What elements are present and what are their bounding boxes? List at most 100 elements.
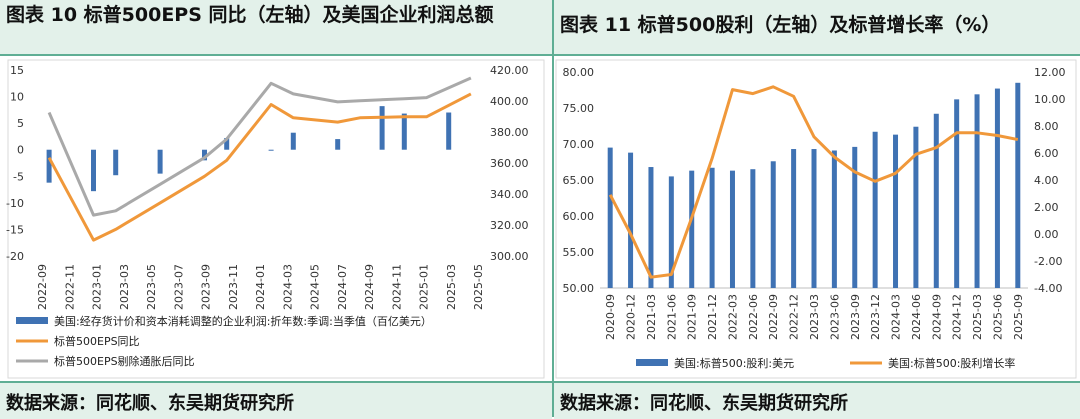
left-data-source: 数据来源：同花顺、东吴期货研究所 — [6, 393, 294, 414]
bar-dividend — [954, 99, 960, 288]
right-axis-tick-label: 10.00 — [1034, 93, 1066, 106]
x-axis-tick-label: 2024-06 — [910, 294, 923, 340]
x-axis-tick-label: 2022-09 — [36, 264, 49, 310]
left-axis-tick-label: 15 — [10, 64, 24, 77]
bar-corporate-profit — [268, 149, 274, 151]
right-axis-tick-label: -2.00 — [1034, 255, 1062, 268]
left-axis-tick-label: -10 — [6, 197, 24, 210]
bar-dividend — [791, 149, 797, 288]
right-axis-tick-label: 6.00 — [1034, 147, 1059, 160]
bar-dividend — [974, 94, 980, 288]
x-axis-tick-label: 2024-05 — [309, 264, 322, 310]
x-axis-tick-label: 2023-12 — [869, 294, 882, 340]
bar-dividend — [668, 176, 674, 288]
bar-dividend — [689, 170, 695, 288]
bar-dividend — [994, 88, 1000, 288]
dividend-growth-chart: 50.00 55.00 60.00 65.00 70.00 75.00 80.00 -4.00… — [555, 59, 1077, 379]
bar-corporate-profit — [202, 149, 207, 161]
x-axis-tick-label: 2025-06 — [991, 294, 1004, 340]
right-axis-tick-label: 360.00 — [490, 157, 529, 170]
line-eps-yoy — [47, 92, 472, 242]
bar-dividend — [852, 146, 858, 288]
x-axis-tick-label: 2023-03 — [808, 294, 821, 340]
bar-corporate-profit — [379, 106, 385, 150]
x-axis-tick-label: 2022-11 — [63, 264, 76, 310]
bar-dividend — [872, 131, 878, 288]
left-axis-tick-label: 70.00 — [563, 138, 595, 151]
line-eps-real-yoy — [47, 76, 472, 217]
left-source-band: 数据来源：同花顺、东吴期货研究所 — [0, 381, 552, 419]
bar-dividend — [607, 147, 613, 288]
bar-dividend — [770, 161, 776, 288]
right-axis-tick-label: 380.00 — [490, 126, 529, 139]
x-axis-tick-label: 2021-09 — [686, 294, 699, 340]
right-chart-area: 50.00 55.00 60.00 65.00 70.00 75.00 80.00 -4.00… — [554, 56, 1080, 381]
left-panel: 图表 10 标普500EPS 同比（左轴）及美国企业利润总额 -20 -15 -10… — [0, 0, 552, 419]
x-axis-tick-label: 2025-01 — [418, 264, 431, 310]
x-axis-tick-label: 2024-12 — [951, 294, 964, 340]
x-axis-tick-label: 2021-12 — [706, 294, 719, 340]
right-axis-tick-label: 12.00 — [1034, 66, 1066, 79]
right-axis-tick-label: 8.00 — [1034, 120, 1059, 133]
bar-corporate-profit — [335, 139, 341, 150]
bar-dividend — [811, 149, 817, 288]
right-axis-tick-label: 2.00 — [1034, 201, 1059, 214]
left-axis-tick-label: 10 — [10, 91, 24, 104]
x-axis-tick-label: 2025-05 — [472, 264, 485, 310]
left-axis-tick-label: 60.00 — [563, 210, 595, 223]
x-axis-tick-label: 2024-11 — [390, 264, 403, 310]
left-chart-title: 图表 10 标普500EPS 同比（左轴）及美国企业利润总额 — [6, 4, 494, 26]
bar-corporate-profit — [290, 132, 296, 150]
legend-swatch-bar — [16, 317, 48, 324]
left-axis-tick-label: -5 — [13, 170, 24, 183]
x-axis-tick-label: 2025-03 — [445, 264, 458, 310]
x-axis-tick-label: 2021-03 — [645, 294, 658, 340]
right-panel: 图表 11 标普500股利（左轴）及标普增长率（%） 50.00 55.00 60.… — [554, 0, 1080, 419]
x-axis-tick-label: 2024-09 — [363, 264, 376, 310]
bar-corporate-profit — [224, 138, 230, 150]
left-axis-tick-label: 50.00 — [563, 282, 595, 295]
bar-dividend — [933, 113, 939, 288]
left-axis-tick-label: -15 — [6, 223, 24, 236]
bar-corporate-profit — [46, 149, 52, 183]
bar-dividend — [729, 170, 735, 288]
bar-dividend — [750, 169, 756, 288]
legend-label-corporate-profit: 美国:经存货计价和资本消耗调整的企业利润:折年数:季调:当季值（百亿美元） — [54, 314, 432, 328]
x-axis-tick-label: 2024-01 — [254, 264, 267, 310]
right-axis-tick-label: 320.00 — [490, 219, 529, 232]
bar-dividend — [648, 167, 654, 288]
bar-dividend — [1015, 82, 1021, 288]
x-axis-tick-label: 2024-09 — [930, 294, 943, 340]
panel-divider — [552, 0, 554, 417]
bar-dividend — [628, 152, 634, 288]
right-axis-tick-label: 340.00 — [490, 188, 529, 201]
left-axis-tick-label: 80.00 — [563, 66, 595, 79]
left-axis-tick-label: 0 — [17, 144, 24, 157]
x-axis-tick-label: 2024-07 — [336, 264, 349, 310]
bar-corporate-profit — [401, 113, 407, 150]
x-axis-tick-label: 2023-07 — [172, 264, 185, 310]
right-axis-tick-label: 4.00 — [1034, 174, 1059, 187]
left-axis-tick-label: 55.00 — [563, 246, 595, 259]
x-axis-tick-label: 2023-11 — [227, 264, 240, 310]
x-axis-tick-label: 2020-12 — [625, 294, 638, 340]
bar-dividend — [831, 150, 837, 288]
bar-corporate-profit — [157, 149, 163, 174]
right-data-source: 数据来源：同花顺、东吴期货研究所 — [560, 393, 848, 414]
right-axis-tick-label: 400.00 — [490, 95, 529, 108]
x-axis-tick-label: 2025-09 — [1012, 294, 1025, 340]
x-axis-tick-label: 2023-03 — [118, 264, 131, 310]
bar-corporate-profit — [446, 112, 452, 150]
left-axis-tick-label: 5 — [17, 117, 24, 130]
left-axis-tick-label: 65.00 — [563, 174, 595, 187]
x-axis-tick-label: 2022-12 — [788, 294, 801, 340]
legend-label-eps-yoy: 标普500EPS同比 — [54, 334, 140, 348]
x-axis-tick-label: 2021-06 — [665, 294, 678, 340]
x-axis-tick-label: 2023-09 — [200, 264, 213, 310]
x-axis-tick-label: 2022-06 — [747, 294, 760, 340]
left-axis-tick-label: 75.00 — [563, 102, 595, 115]
left-axis-tick-label: -20 — [6, 250, 24, 263]
x-axis-tick-label: 2025-03 — [971, 294, 984, 340]
x-axis-tick-label: 2020-09 — [604, 294, 617, 340]
